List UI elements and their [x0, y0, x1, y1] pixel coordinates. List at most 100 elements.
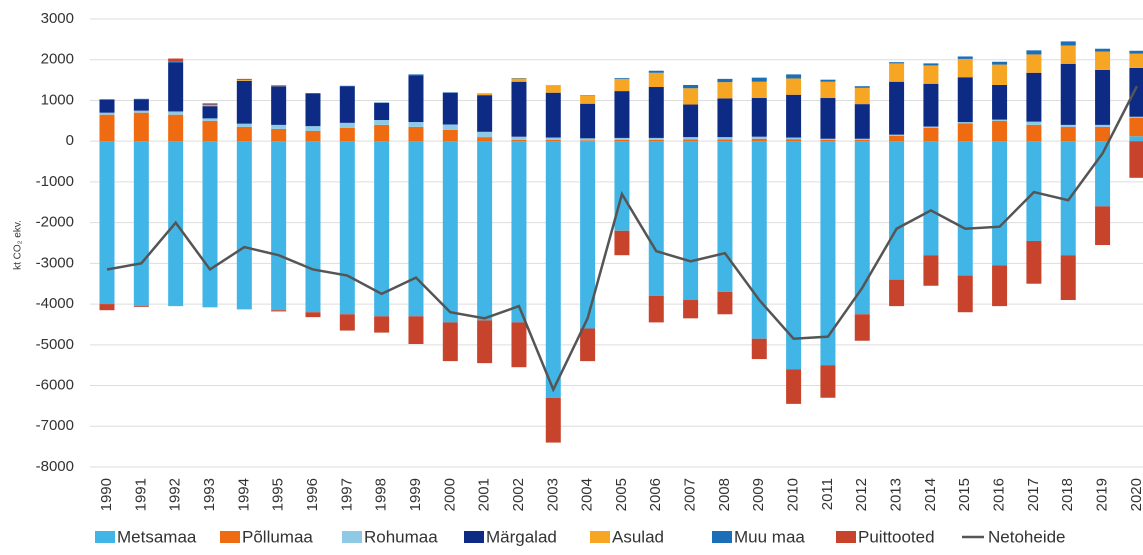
bar-segment — [477, 94, 492, 95]
bar-segment — [100, 100, 115, 113]
legend-label: Märgalad — [486, 527, 557, 546]
bar-segment — [237, 141, 252, 309]
x-tick-label: 1998 — [373, 478, 390, 511]
bar-segment — [134, 111, 149, 113]
bar-segment — [580, 138, 595, 140]
bar-segment — [408, 127, 423, 141]
bar-segment — [923, 65, 938, 83]
bar-segment — [168, 59, 183, 62]
bar-segment — [614, 138, 629, 140]
bar-segment — [752, 139, 767, 141]
bar-segment — [855, 86, 870, 88]
bar-segment — [477, 95, 492, 132]
legend-item: Rohumaa — [342, 527, 438, 546]
bar-segment — [271, 85, 286, 86]
bar-segment — [1095, 125, 1110, 127]
bar-segment — [923, 255, 938, 286]
x-tick-label: 1991 — [132, 478, 149, 511]
bar-segment — [855, 140, 870, 141]
bar-segment — [340, 123, 355, 128]
bar-segment — [1095, 127, 1110, 141]
y-tick-label: -1000 — [36, 173, 74, 190]
y-tick-label: -4000 — [36, 295, 74, 312]
bar-segment — [511, 140, 526, 141]
bar-segment — [1095, 49, 1110, 52]
legend-label: Muu maa — [734, 527, 805, 546]
bar-segment — [649, 87, 664, 138]
bar-segment — [786, 369, 801, 404]
bar-segment — [992, 121, 1007, 141]
bar-segment — [202, 121, 217, 141]
bar-segment — [443, 141, 458, 322]
bar-segment — [100, 141, 115, 304]
x-tick-label: 2018 — [1059, 478, 1076, 511]
y-tick-label: -2000 — [36, 214, 74, 231]
x-tick-label: 1992 — [167, 478, 184, 511]
bar-segment — [237, 124, 252, 127]
x-tick-label: 1999 — [407, 478, 424, 511]
bar-segment — [992, 85, 1007, 120]
bar-segment — [374, 125, 389, 141]
bar-segment — [271, 129, 286, 141]
bar-segment — [786, 74, 801, 78]
bar-segment — [1026, 241, 1041, 284]
bar-segment — [717, 140, 732, 142]
bar-segment — [477, 137, 492, 141]
bar-segment — [443, 322, 458, 361]
bar-segment — [202, 141, 217, 307]
bar-segment — [202, 103, 217, 104]
bar-segment — [443, 93, 458, 125]
bar-segment — [992, 265, 1007, 306]
bar-segment — [168, 111, 183, 114]
bar-segment — [237, 81, 252, 124]
bar-segment — [580, 140, 595, 141]
x-tick-label: 2016 — [991, 478, 1008, 511]
bar-segment — [820, 82, 835, 98]
legend-label: Puittooted — [858, 527, 935, 546]
x-tick-label: 2002 — [510, 478, 527, 511]
legend-swatch — [590, 531, 610, 543]
y-tick-label: -8000 — [36, 458, 74, 475]
y-tick-label: 0 — [66, 132, 74, 149]
bar-segment — [100, 304, 115, 310]
bar-segment — [889, 280, 904, 306]
bar-segment — [820, 365, 835, 398]
bar-segment — [340, 86, 355, 123]
y-tick-label: -5000 — [36, 336, 74, 353]
bar-segment — [717, 82, 732, 98]
bar-segment — [374, 120, 389, 125]
bar-segment — [1061, 127, 1076, 141]
bar-segment — [958, 141, 973, 275]
bar-segment — [1095, 70, 1110, 125]
bar-segment — [1129, 54, 1143, 68]
bar-segment — [546, 138, 561, 140]
bar-segment — [1061, 125, 1076, 127]
bar-segment — [717, 79, 732, 82]
bar-segment — [923, 141, 938, 255]
bar-segment — [546, 140, 561, 141]
legend-swatch — [836, 531, 856, 543]
bar-segment — [1061, 255, 1076, 300]
bar-segment — [614, 91, 629, 138]
bar-segment — [683, 141, 698, 300]
bar-segment — [923, 127, 938, 128]
bar-segment — [683, 85, 698, 88]
x-tick-label: 2012 — [853, 478, 870, 511]
bar-segment — [1129, 117, 1143, 118]
bar-segment — [1129, 51, 1143, 54]
legend-item: Asulad — [590, 527, 664, 546]
y-tick-label: -7000 — [36, 417, 74, 434]
bar-segment — [614, 78, 629, 79]
bar-segment — [820, 98, 835, 139]
bar-segment — [511, 322, 526, 367]
bar-segment — [889, 82, 904, 135]
bar-segment — [271, 86, 286, 125]
bar-segment — [1129, 68, 1143, 117]
x-tick-label: 2005 — [613, 478, 630, 511]
bar-segment — [1129, 141, 1143, 178]
legend-item: Märgalad — [464, 527, 557, 546]
x-tick-label: 2000 — [441, 478, 458, 511]
x-tick-label: 2003 — [544, 478, 561, 511]
bar-segment — [820, 141, 835, 365]
bar-segment — [374, 316, 389, 332]
